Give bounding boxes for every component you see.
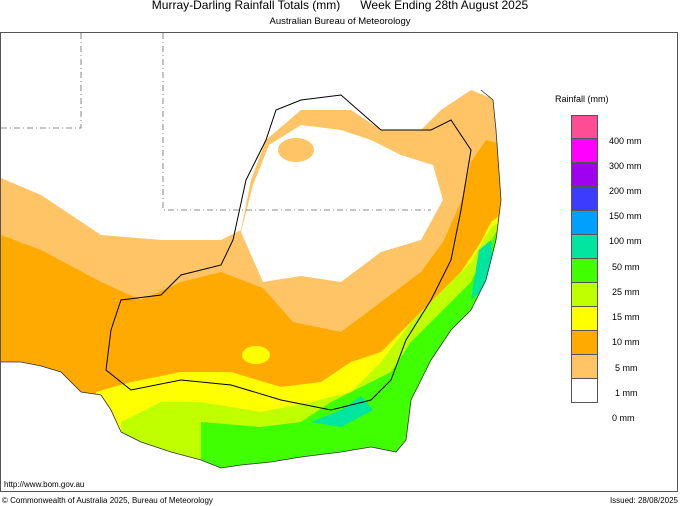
legend-swatch bbox=[571, 115, 598, 139]
legend-swatch bbox=[571, 259, 598, 283]
legend-swatch bbox=[571, 187, 598, 211]
legend-label: 10 mm bbox=[612, 337, 640, 347]
legend-label: 1 mm bbox=[615, 388, 638, 398]
legend-colorbar bbox=[571, 115, 598, 403]
legend-label: 25 mm bbox=[612, 287, 640, 297]
map-frame bbox=[0, 32, 678, 492]
legend-swatch bbox=[571, 139, 598, 163]
copyright-text: © Commonwealth of Australia 2025, Bureau… bbox=[2, 496, 213, 505]
legend-label: 300 mm bbox=[609, 161, 642, 171]
state-border-sa-qld-nsw bbox=[162, 33, 431, 211]
legend-swatch bbox=[571, 307, 598, 331]
legend-label: 50 mm bbox=[612, 262, 640, 272]
rainfall-map bbox=[1, 33, 502, 469]
legend-swatch bbox=[571, 379, 598, 403]
legend-swatch bbox=[571, 235, 598, 259]
bom-url-link[interactable]: http://www.bom.gov.au bbox=[4, 480, 85, 489]
legend-label: 15 mm bbox=[612, 312, 640, 322]
legend-swatch bbox=[571, 355, 598, 379]
coastline bbox=[1, 89, 502, 469]
dry-inland-region bbox=[241, 125, 443, 282]
legend-title: Rainfall (mm) bbox=[555, 94, 609, 104]
legend-label: 400 mm bbox=[609, 136, 642, 146]
legend-swatch bbox=[571, 283, 598, 307]
legend-swatch bbox=[571, 331, 598, 355]
legend-swatch bbox=[571, 211, 598, 235]
issued-date: Issued: 28/08/2025 bbox=[609, 496, 678, 505]
map-subtitle: Australian Bureau of Meteorology bbox=[269, 16, 411, 27]
legend-swatch bbox=[571, 163, 598, 187]
rain-1mm-patch bbox=[278, 138, 314, 162]
state-border-sa-nt bbox=[1, 33, 82, 129]
legend-label: 5 mm bbox=[615, 363, 638, 373]
legend-label: 200 mm bbox=[609, 186, 642, 196]
map-title: Murray-Darling Rainfall Totals (mm) Week… bbox=[151, 0, 529, 12]
rain-50mm-coast bbox=[471, 240, 493, 300]
rain-10mm-patch bbox=[242, 346, 270, 364]
legend-label: 150 mm bbox=[609, 211, 642, 221]
legend-label: 100 mm bbox=[609, 236, 642, 246]
legend-label: 0 mm bbox=[612, 413, 635, 423]
murray-darling-basin-boundary bbox=[105, 94, 472, 411]
